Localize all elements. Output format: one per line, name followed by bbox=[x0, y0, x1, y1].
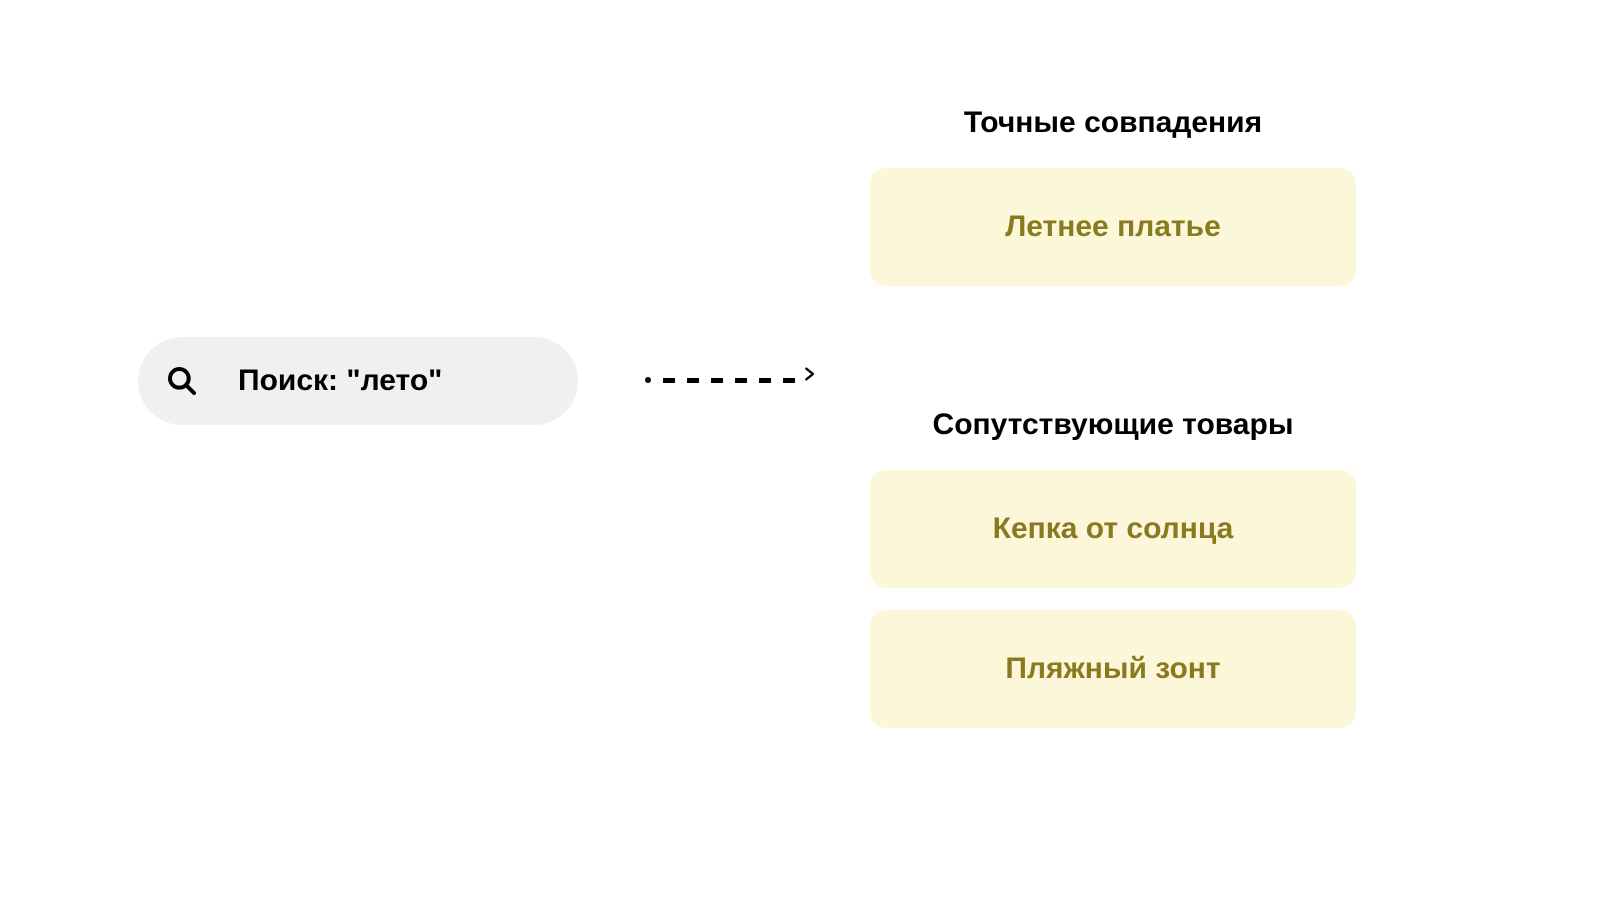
section-heading-exact: Точные совпадения bbox=[870, 106, 1356, 140]
result-label: Пляжный зонт bbox=[1005, 652, 1220, 686]
result-card[interactable]: Пляжный зонт bbox=[870, 610, 1356, 728]
search-icon bbox=[166, 365, 198, 397]
arrow-dash bbox=[759, 378, 771, 383]
flow-arrow bbox=[645, 364, 817, 396]
result-label: Летнее платье bbox=[1005, 210, 1221, 244]
arrow-dash bbox=[783, 378, 795, 383]
arrow-dot bbox=[645, 377, 651, 383]
exact-matches-section: Точные совпадения Летнее платье bbox=[870, 106, 1356, 286]
arrow-dashes bbox=[645, 377, 795, 383]
results-column: Точные совпадения Летнее платье Сопутств… bbox=[870, 106, 1356, 750]
arrow-dash bbox=[687, 378, 699, 383]
arrow-dash bbox=[735, 378, 747, 383]
related-products-section: Сопутствующие товары Кепка от солнца Пля… bbox=[870, 408, 1356, 728]
result-label: Кепка от солнца bbox=[993, 512, 1234, 546]
arrow-head-icon bbox=[801, 366, 817, 394]
arrow-dash bbox=[711, 378, 723, 383]
result-card[interactable]: Кепка от солнца bbox=[870, 470, 1356, 588]
search-box[interactable]: Поиск: "лето" bbox=[138, 337, 578, 425]
section-heading-related: Сопутствующие товары bbox=[870, 408, 1356, 442]
result-card[interactable]: Летнее платье bbox=[870, 168, 1356, 286]
search-label: Поиск: "лето" bbox=[238, 364, 442, 398]
section-gap bbox=[870, 308, 1356, 408]
arrow-dash bbox=[663, 378, 675, 383]
